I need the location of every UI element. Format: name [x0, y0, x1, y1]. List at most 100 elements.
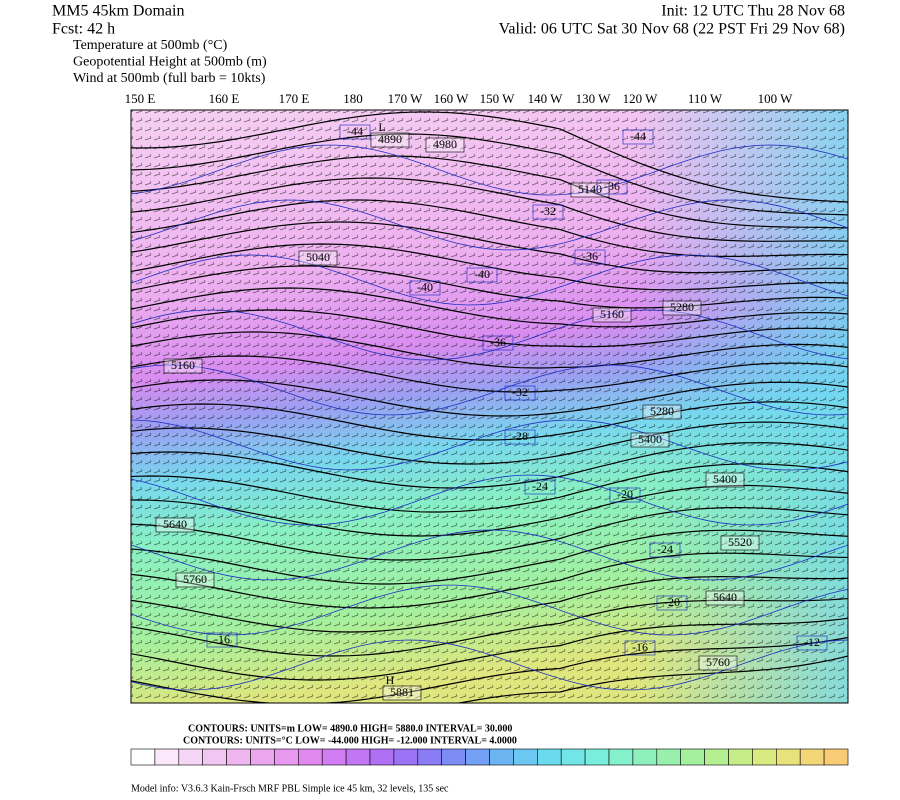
colorbar-cell [274, 748, 299, 766]
height-label: 5280 [650, 404, 674, 418]
height-contour [131, 221, 848, 274]
colorbar-cell [513, 748, 538, 766]
colorbar-cell [202, 748, 227, 766]
colorbar-cell [728, 748, 753, 766]
height-contour [131, 177, 848, 242]
colorbar-cell [250, 748, 275, 766]
height-contour [455, 655, 848, 703]
temperature-contour [131, 419, 848, 471]
temperature-label-box [649, 542, 681, 558]
height-contour [131, 331, 848, 369]
height-label: 5881 [390, 685, 414, 699]
height-label: 4890 [378, 132, 402, 146]
field-name: Wind at 500mb (full barb = 10kts) [73, 71, 266, 86]
height-contour [131, 401, 848, 441]
colorbar-cell [226, 748, 251, 766]
colorbar-cell [752, 748, 777, 766]
map-area [131, 110, 848, 703]
temperature-label: -32 [540, 204, 556, 218]
colorbar-cell [321, 748, 347, 766]
forecast-hour: Fcst: 42 h [52, 21, 115, 38]
colorbar-cell [154, 748, 180, 766]
temperature-label-box [339, 124, 371, 140]
colorbar-cell [799, 748, 825, 766]
temperature-label: -36 [604, 179, 620, 193]
height-label-box [720, 535, 760, 551]
height-contour [131, 442, 848, 489]
height-label: 5760 [706, 655, 730, 669]
height-contour [131, 463, 848, 513]
temperature-contour [131, 199, 848, 251]
colorbar-cell [465, 748, 490, 766]
colorbar-cell [489, 748, 514, 766]
height-contour [131, 309, 848, 348]
height-label: 5640 [713, 590, 737, 604]
colorbar-cell [775, 748, 801, 766]
longitude-label: 170 E [279, 91, 310, 106]
temperature-label: -12 [804, 635, 820, 649]
height-contour [131, 552, 848, 609]
height-label-box [592, 307, 632, 323]
longitude-label: 130 W [576, 91, 612, 106]
height-label-box [630, 432, 670, 448]
height-contour-info: CONTOURS: UNITS=m LOW= 4890.0 HIGH= 5880… [188, 723, 512, 734]
height-label: 5400 [638, 432, 662, 446]
temperature-label-box [206, 632, 238, 648]
temperature-label: -24 [532, 479, 548, 493]
model-info: Model info: V3.6.3 Kain-Frsch MRF PBL Si… [131, 783, 449, 794]
height-label: 4980 [433, 137, 457, 151]
height-label-box [163, 358, 203, 374]
temperature-label-box [656, 595, 688, 611]
height-label-box [175, 572, 215, 588]
colorbar-cell [417, 748, 442, 766]
temperature-label: -36 [490, 335, 506, 349]
longitude-label: 170 W [388, 91, 424, 106]
colorbar-cell [130, 748, 156, 766]
temperature-label-box [574, 249, 606, 265]
height-contour [131, 597, 848, 657]
colorbar-cell [345, 748, 371, 766]
longitude-label: 160 E [209, 91, 240, 106]
colorbar-cell [704, 748, 729, 766]
temperature-label: -24 [657, 542, 673, 556]
height-contour [131, 575, 848, 633]
longitude-label: 180 [343, 91, 363, 106]
colorbar-cell [441, 748, 466, 766]
height-contour [131, 287, 848, 328]
height-contour [131, 484, 848, 537]
longitude-label: 110 W [688, 91, 723, 106]
height-contour [131, 421, 848, 465]
height-label-box [705, 472, 745, 488]
colorbar-cell [560, 748, 586, 766]
colorbar-cell [536, 748, 562, 766]
height-label-box [570, 182, 610, 198]
temperature-label-box [596, 179, 628, 195]
colorbar-cell [178, 748, 204, 766]
temperature-label: -20 [617, 487, 633, 501]
temperature-contour [131, 309, 848, 361]
height-label-box [705, 590, 745, 606]
height-label: 5400 [713, 472, 737, 486]
longitude-label: 160 W [434, 91, 470, 106]
height-label-box [698, 655, 738, 671]
height-label: 5140 [578, 182, 602, 196]
temperature-label-box [796, 635, 828, 651]
height-contour [131, 636, 848, 703]
height-contour [131, 111, 848, 203]
colorbar-cell [608, 748, 634, 766]
height-label: 5040 [306, 250, 330, 264]
colorbar-cell [393, 748, 419, 766]
temperature-label: -40 [417, 280, 433, 294]
height-contour [131, 243, 848, 291]
temperature-contour [131, 254, 848, 306]
longitude-label: 150 E [125, 91, 156, 106]
field-name: Temperature at 500mb (°C) [73, 38, 228, 53]
temperature-label-box [622, 129, 654, 145]
temperature-label-box [504, 429, 536, 445]
height-label-box [642, 404, 682, 420]
colorbar-cell [632, 748, 658, 766]
temperature-label-box [504, 385, 536, 401]
height-label: 5160 [171, 358, 195, 372]
pressure-center: H [386, 673, 395, 687]
